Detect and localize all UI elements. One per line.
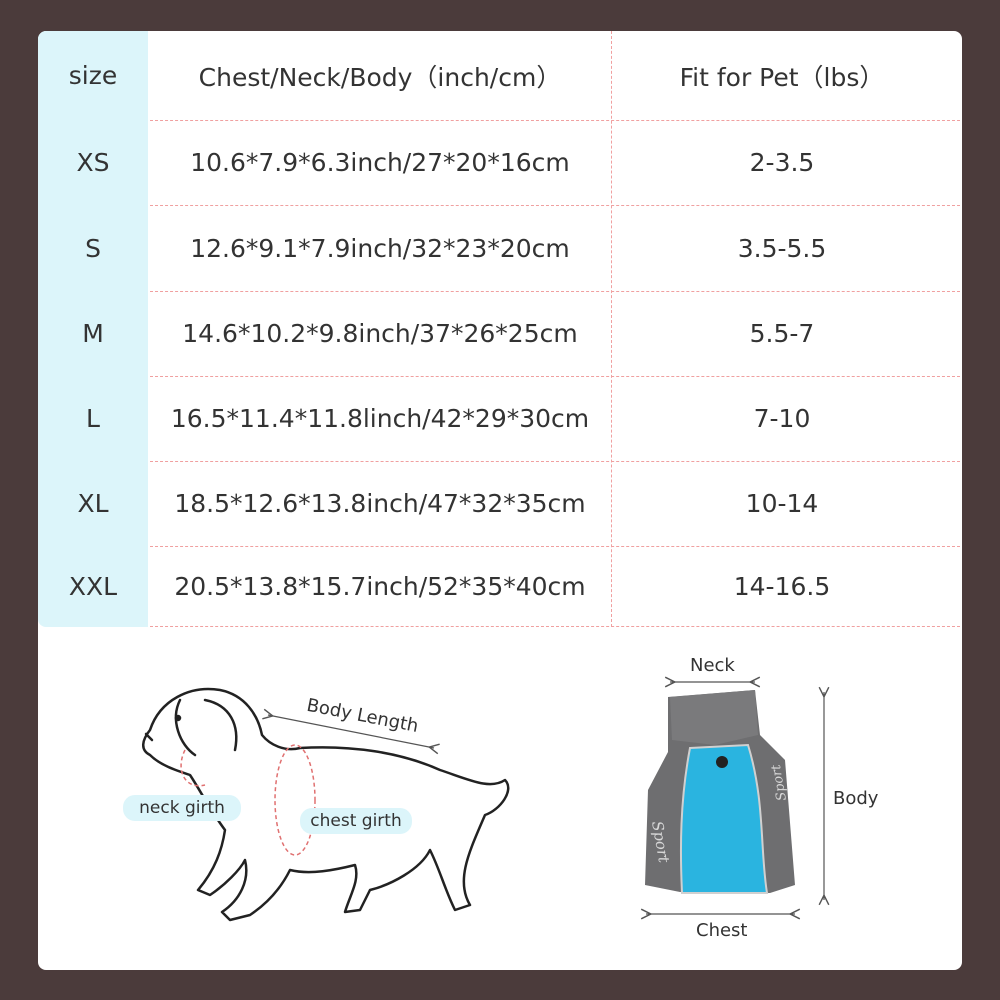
row-size-cell: XS — [76, 148, 110, 177]
row-divider — [150, 626, 960, 627]
row-divider — [150, 291, 960, 292]
row-measure-cell: 10.6*7.9*6.3inch/27*20*16cm — [190, 148, 570, 177]
row-fit-cell: 14-16.5 — [733, 571, 831, 601]
row-measure-cell: 12.6*9.1*7.9inch/32*23*20cm — [190, 233, 570, 263]
row-size-cell: L — [86, 404, 100, 433]
neck-label: Neck — [690, 655, 735, 676]
row-fit-cell: 5.5-7 — [749, 319, 815, 348]
row-fit-cell: 2-3.5 — [749, 148, 815, 177]
body-length-arrow — [268, 715, 434, 748]
column-divider — [611, 31, 612, 627]
header-measurements: Chest/Neck/Body（inch/cm） — [198, 62, 562, 92]
row-fit-cell: 3.5-5.5 — [737, 233, 827, 263]
row-measure-cell: 18.5*12.6*13.8inch/47*32*35cm — [174, 489, 586, 518]
chest-label: Chest — [696, 920, 748, 941]
row-fit-cell: 10-14 — [745, 489, 819, 518]
body-length-label: Body Length — [305, 695, 420, 737]
coat-image: Sport Sport — [645, 690, 795, 894]
neck-girth-label: neck girth — [123, 795, 241, 821]
row-size-cell: XXL — [68, 571, 118, 601]
row-measure-cell: 20.5*13.8*15.7inch/52*35*40cm — [174, 571, 586, 601]
body-label: Body — [833, 788, 879, 809]
coat-embroidery-right: Sport — [769, 763, 790, 802]
row-size-cell: XL — [77, 489, 109, 518]
header-size: size — [68, 61, 118, 90]
row-divider — [150, 376, 960, 377]
row-fit-cell: 7-10 — [753, 404, 811, 433]
row-size-cell: S — [85, 233, 101, 263]
chest-girth-label: chest girth — [300, 808, 412, 834]
row-size-cell: M — [82, 319, 104, 348]
size-column-background — [38, 31, 148, 627]
chest-girth-marker — [274, 744, 316, 856]
header-fit: Fit for Pet（lbs） — [679, 62, 885, 92]
row-divider — [150, 120, 960, 121]
row-divider — [150, 205, 960, 206]
row-measure-cell: 16.5*11.4*11.8linch/42*29*30cm — [170, 404, 590, 433]
row-divider — [150, 461, 960, 462]
row-divider — [150, 546, 960, 547]
row-measure-cell: 14.6*10.2*9.8inch/37*26*25cm — [182, 319, 578, 348]
